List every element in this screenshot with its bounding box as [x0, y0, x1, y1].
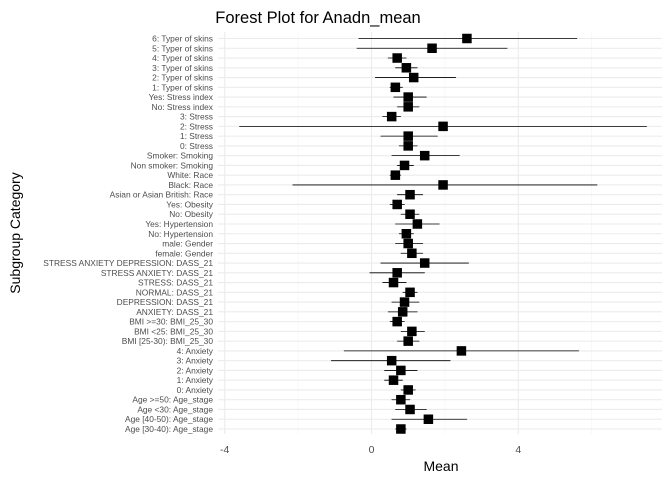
y-tick-label: 4: Anxiety [177, 346, 214, 356]
mean-point [401, 63, 412, 73]
mean-point [390, 82, 401, 93]
y-tick-label: male: Gender [162, 239, 213, 249]
mean-point [401, 229, 412, 239]
mean-point [405, 404, 415, 415]
y-tick-label: White: Race [167, 170, 213, 180]
mean-point [396, 365, 406, 376]
y-tick-label: ANXIETY: DASS_21 [136, 307, 213, 317]
y-tick-label: Age >=50: Age_stage [132, 395, 213, 405]
mean-point [423, 414, 434, 424]
y-tick-label: STRESS ANXIETY DEPRESSION: DASS_21 [43, 258, 213, 268]
y-tick-label: Age [40-50): Age_stage [125, 414, 213, 424]
mean-point [405, 189, 415, 200]
mean-point [407, 326, 417, 337]
y-tick-label: Smoker: Smoking [147, 151, 213, 161]
mean-point [412, 219, 423, 229]
y-tick-label: BMI >=30: BMI_25_30 [129, 317, 213, 327]
y-tick-label: Yes: Stress index [149, 92, 214, 102]
mean-point [388, 277, 399, 288]
mean-point [388, 375, 399, 385]
mean-point [407, 248, 417, 259]
mean-point [399, 160, 410, 171]
y-tick-label: STRESS: DASS_21 [138, 278, 213, 288]
y-tick-label: Yes: Obesity [166, 199, 214, 209]
y-tick-label: 3: Stress [180, 112, 213, 122]
y-tick-label: 2: Stress [180, 121, 213, 131]
y-tick-label: Asian or Asian British: Race [110, 190, 214, 200]
y-tick-label: 3: Typer of skins [152, 63, 213, 73]
mean-point [392, 199, 402, 210]
mean-point [405, 209, 415, 219]
y-tick-label: 4: Typer of skins [152, 53, 213, 63]
y-tick-label: 6: Typer of skins [152, 34, 213, 44]
y-tick-label: BMI <25: BMI_25_30 [134, 326, 213, 336]
mean-point [427, 43, 437, 54]
mean-point [403, 385, 413, 395]
y-tick-label: STRESS ANXIETY: DASS_21 [101, 268, 214, 278]
y-tick-label: No: Obesity [169, 209, 214, 219]
y-tick-label: Age <30: Age_stage [137, 404, 213, 414]
y-tick-label: NORMAL: DASS_21 [136, 287, 214, 297]
mean-point [397, 307, 408, 317]
y-tick-label: Black: Race [168, 180, 213, 190]
y-tick-label: 5: Typer of skins [152, 43, 213, 53]
y-tick-label: BMI [25-30): BMI_25_30 [122, 336, 214, 346]
mean-point [399, 297, 410, 307]
mean-point [408, 72, 419, 83]
y-tick-label: Non smoker: Smoking [131, 160, 214, 170]
mean-point [386, 355, 397, 366]
y-tick-label: 0: Anxiety [177, 385, 214, 395]
x-axis-title: Mean [423, 458, 458, 474]
y-tick-label: Yes: Hypertension [145, 219, 213, 229]
mean-point [403, 141, 413, 151]
mean-point [390, 170, 401, 180]
mean-point [419, 258, 430, 268]
y-tick-label: 2: Typer of skins [152, 73, 213, 83]
mean-point [403, 238, 413, 249]
mean-point [403, 131, 413, 141]
y-tick-label: Age [30-40): Age_stage [125, 424, 213, 434]
forest-marks [238, 33, 648, 434]
x-axis-tick-labels: -4 0 4 [220, 444, 521, 456]
y-tick-label: No: Stress index [152, 102, 214, 112]
mean-point [392, 316, 402, 327]
x-tick-label: -4 [220, 444, 229, 456]
y-axis-title: Subgroup Category [7, 172, 23, 293]
mean-point [438, 180, 448, 190]
mean-point [405, 287, 415, 298]
y-tick-label: 1: Stress [180, 131, 213, 141]
y-tick-label: 3: Anxiety [177, 356, 214, 366]
grid-lines [218, 32, 662, 434]
mean-point [396, 394, 406, 405]
mean-point [403, 92, 413, 102]
y-tick-label: 1: Anxiety [177, 375, 214, 385]
y-tick-label: 0: Stress [180, 141, 213, 151]
y-tick-label: 2: Anxiety [177, 365, 214, 375]
y-tick-label: DEPRESSION: DASS_21 [117, 297, 214, 307]
y-tick-label: 1: Typer of skins [152, 82, 213, 92]
y-tick-label: No: Hypertension [148, 229, 213, 239]
y-tick-label: female: Gender [155, 248, 213, 258]
mean-point [403, 102, 413, 112]
mean-point [392, 268, 402, 278]
mean-point [419, 150, 430, 161]
mean-point [438, 121, 448, 132]
mean-point [403, 336, 413, 346]
x-tick-label: 4 [515, 444, 521, 456]
mean-point [392, 53, 402, 63]
mean-point [456, 346, 467, 356]
mean-point [462, 33, 472, 44]
mean-point [396, 424, 406, 434]
chart-title: Forest Plot for Anadn_mean [215, 9, 420, 27]
mean-point [386, 111, 397, 122]
x-tick-label: 0 [369, 444, 375, 456]
